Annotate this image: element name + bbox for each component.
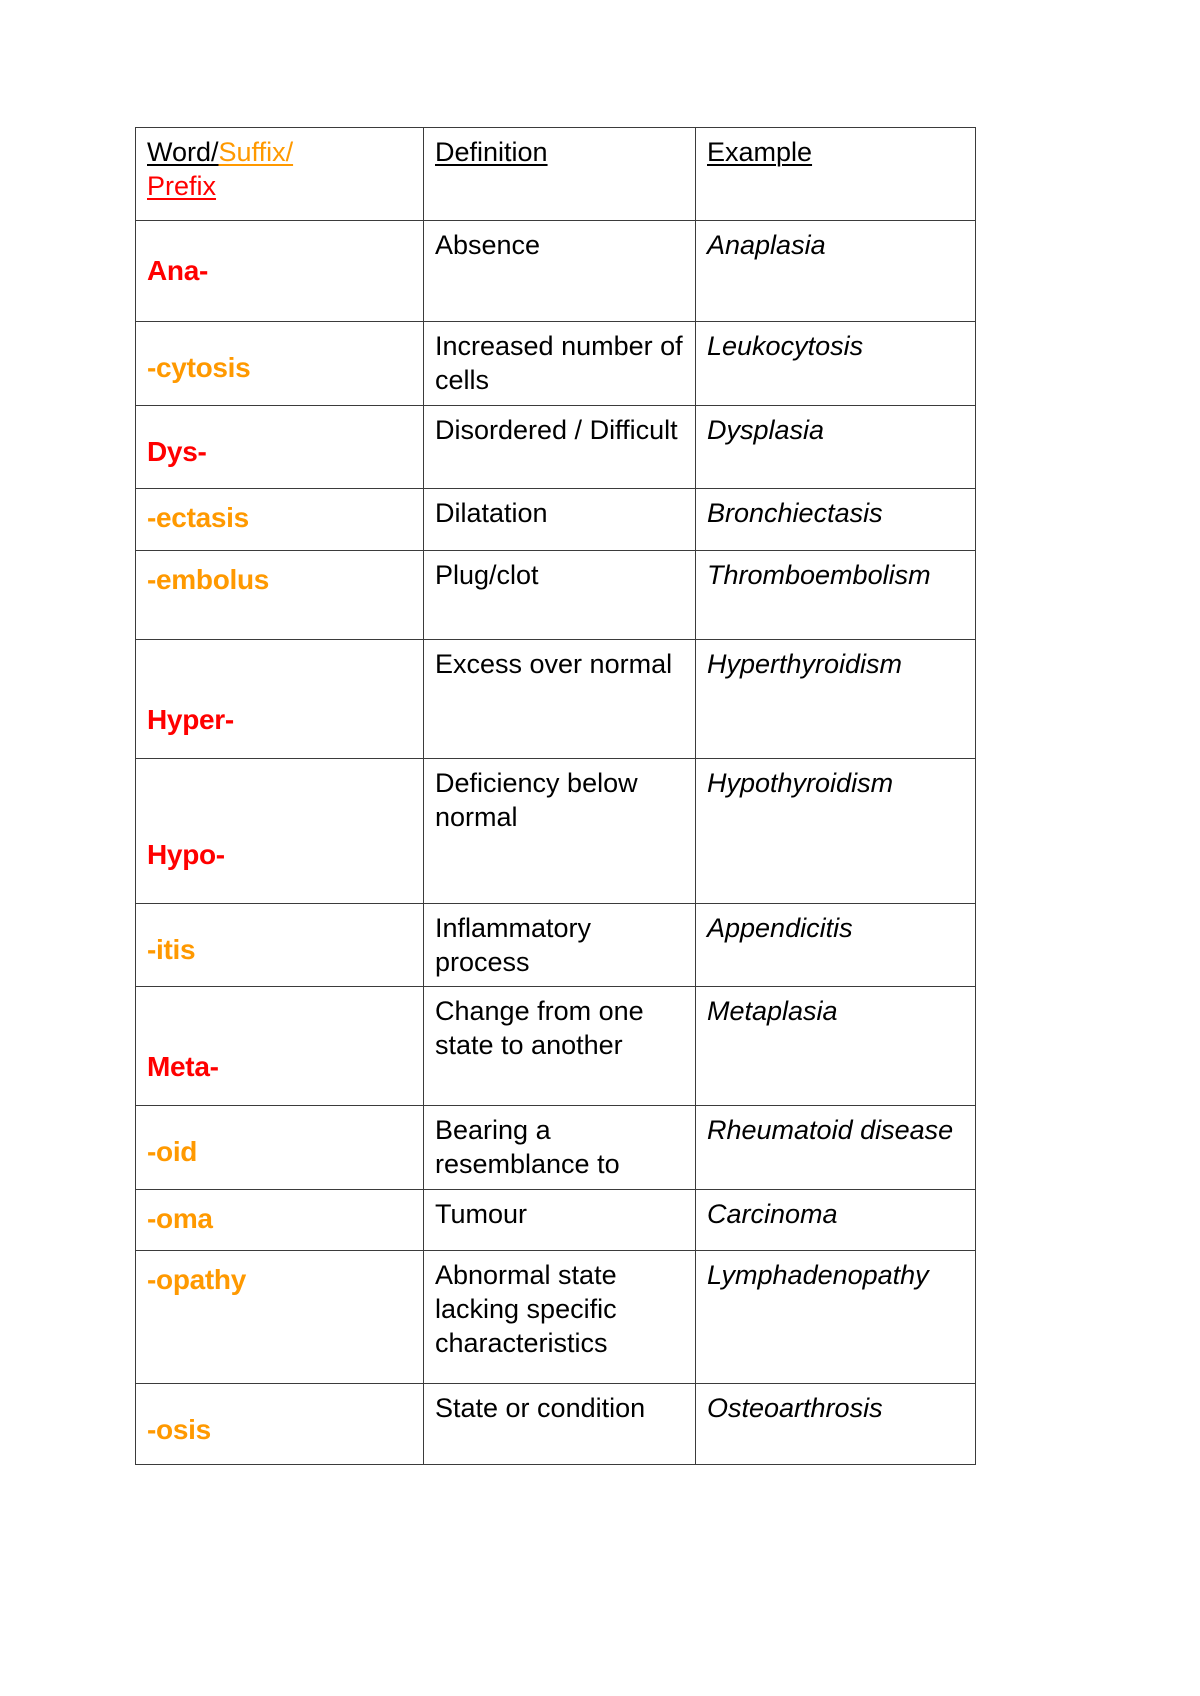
example-cell: Bronchiectasis	[695, 487, 976, 551]
table-row: -ectasis Dilatation Bronchiectasis	[135, 487, 976, 551]
term-label: -itis	[147, 933, 196, 965]
table-row: -osis State or condition Osteoarthrosis	[135, 1382, 976, 1465]
table-row: Hyper- Excess over normal Hyperthyroidis…	[135, 638, 976, 759]
header-suffix-part: Suffix/	[218, 137, 294, 167]
example-cell: Leukocytosis	[695, 321, 976, 406]
term-cell: -itis	[135, 902, 424, 988]
term-cell: -embolus	[135, 549, 424, 640]
definition-cell: Increased number of cells	[423, 321, 696, 406]
term-label: Meta-	[147, 1051, 219, 1083]
header-prefix-part: Prefix	[147, 171, 217, 202]
header-definition-label: Definition	[435, 137, 548, 167]
example-cell: Rheumatoid disease	[695, 1105, 976, 1190]
definition-cell: State or condition	[423, 1382, 696, 1465]
definition-cell: Inflammatory process	[423, 902, 696, 988]
term-label: Ana-	[147, 255, 209, 286]
table-row: -oma Tumour Carcinoma	[135, 1188, 976, 1251]
table-row: -itis Inflammatory process Appendicitis	[135, 902, 976, 988]
table-row: Ana- Absence Anaplasia	[135, 220, 976, 322]
table-row: -cytosis Increased number of cells Leuko…	[135, 321, 976, 406]
example-cell: Hypothyroidism	[695, 757, 976, 904]
term-label: -oma	[147, 1202, 213, 1234]
term-label: -opathy	[147, 1263, 247, 1295]
definition-cell: Bearing a resemblance to	[423, 1105, 696, 1190]
table-row: Hypo- Deficiency below normal Hypothyroi…	[135, 757, 976, 904]
medical-terminology-table: Word/Suffix/ Prefix Definition Example A…	[135, 127, 976, 1465]
example-cell: Dysplasia	[695, 404, 976, 489]
table-row: -oid Bearing a resemblance to Rheumatoid…	[135, 1105, 976, 1190]
term-cell: -oid	[135, 1105, 424, 1190]
definition-cell: Change from one state to another	[423, 986, 696, 1107]
example-cell: Thromboembolism	[695, 549, 976, 640]
term-cell: -oma	[135, 1188, 424, 1251]
example-cell: Hyperthyroidism	[695, 638, 976, 759]
term-cell: -ectasis	[135, 487, 424, 551]
example-cell: Appendicitis	[695, 902, 976, 988]
example-cell: Carcinoma	[695, 1188, 976, 1251]
table-header-row: Word/Suffix/ Prefix Definition Example	[135, 127, 976, 221]
definition-cell: Abnormal state lacking specific characte…	[423, 1249, 696, 1384]
definition-cell: Absence	[423, 220, 696, 322]
term-cell: -cytosis	[135, 321, 424, 406]
term-label: -embolus	[147, 563, 270, 595]
definition-cell: Plug/clot	[423, 549, 696, 640]
definition-cell: Tumour	[423, 1188, 696, 1251]
medical-terminology-table-wrapper: Word/Suffix/ Prefix Definition Example A…	[135, 127, 976, 1465]
term-label: -oid	[147, 1136, 198, 1168]
table-row: -opathy Abnormal state lacking specific …	[135, 1249, 976, 1384]
term-label: -cytosis	[147, 352, 251, 383]
term-label: Hyper-	[147, 703, 234, 735]
example-cell: Anaplasia	[695, 220, 976, 322]
term-cell: -opathy	[135, 1249, 424, 1384]
term-cell: Hyper-	[135, 638, 424, 759]
definition-cell: Excess over normal	[423, 638, 696, 759]
definition-cell: Deficiency below normal	[423, 757, 696, 904]
term-label: -osis	[147, 1413, 211, 1445]
header-cell-definition: Definition	[423, 127, 696, 221]
definition-cell: Dilatation	[423, 487, 696, 551]
table-row: -embolus Plug/clot Thromboembolism	[135, 549, 976, 640]
header-cell-term: Word/Suffix/ Prefix	[135, 127, 424, 221]
header-example-label: Example	[707, 137, 813, 167]
term-label: Hypo-	[147, 838, 225, 870]
header-word-part: Word/	[147, 137, 219, 167]
term-cell: Ana-	[135, 220, 424, 322]
table-row: Dys- Disordered / Difficult Dysplasia	[135, 404, 976, 489]
term-label: Dys-	[147, 435, 207, 467]
term-label: -ectasis	[147, 501, 249, 533]
header-cell-example: Example	[695, 127, 976, 221]
definition-cell: Disordered / Difficult	[423, 404, 696, 489]
term-cell: Meta-	[135, 986, 424, 1107]
term-cell: -osis	[135, 1382, 424, 1465]
example-cell: Osteoarthrosis	[695, 1382, 976, 1465]
term-cell: Hypo-	[135, 757, 424, 904]
example-cell: Lymphadenopathy	[695, 1249, 976, 1384]
example-cell: Metaplasia	[695, 986, 976, 1107]
table-row: Meta- Change from one state to another M…	[135, 986, 976, 1107]
term-cell: Dys-	[135, 404, 424, 489]
